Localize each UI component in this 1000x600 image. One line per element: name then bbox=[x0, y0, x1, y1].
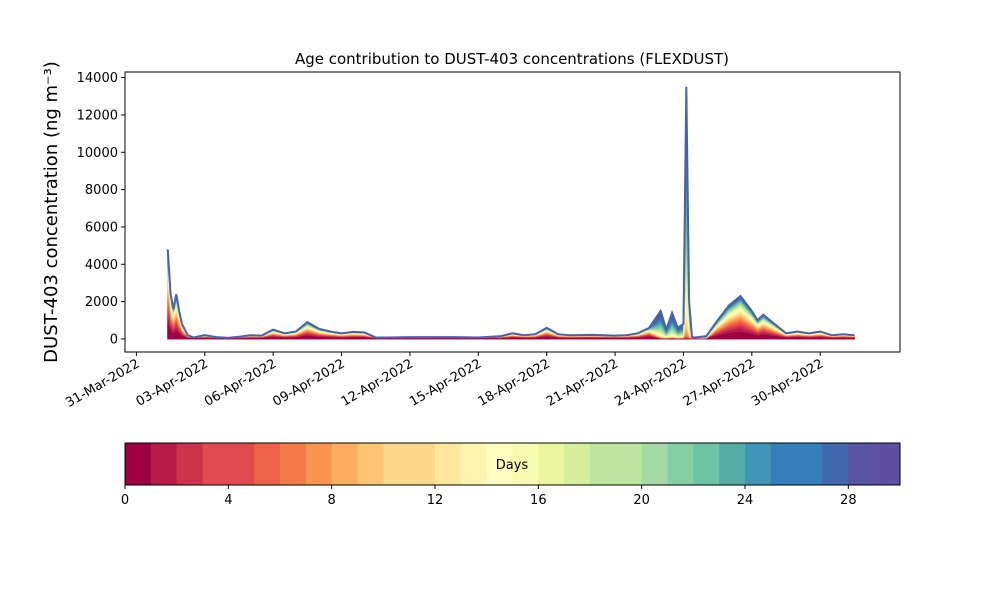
colorbar-tick-label-6: 24 bbox=[737, 493, 754, 508]
colorbar-cell-10 bbox=[383, 443, 410, 485]
colorbar-cell-24 bbox=[745, 443, 772, 485]
colorbar-cell-0 bbox=[125, 443, 152, 485]
colorbar-tick-label-4: 16 bbox=[530, 493, 547, 508]
colorbar-cell-22 bbox=[693, 443, 720, 485]
colorbar-cell-8 bbox=[331, 443, 358, 485]
colorbar-cell-27 bbox=[822, 443, 849, 485]
colorbar-cell-12 bbox=[435, 443, 462, 485]
colorbar-cell-1 bbox=[150, 443, 178, 485]
colorbar-tick-label-3: 12 bbox=[427, 493, 444, 508]
colorbar-cell-17 bbox=[564, 443, 591, 485]
colorbar-cell-25 bbox=[770, 443, 798, 485]
colorbar-cell-28 bbox=[848, 443, 875, 485]
y-tick-label-7: 14000 bbox=[77, 71, 118, 86]
colorbar-cell-16 bbox=[538, 443, 565, 485]
y-tick-label-4: 8000 bbox=[85, 183, 118, 198]
colorbar-tick-label-7: 28 bbox=[840, 493, 857, 508]
colorbar-cell-23 bbox=[719, 443, 746, 485]
colorbar: 0 4 8 12 16 20 24 28 bbox=[121, 442, 901, 508]
colorbar-cell-19 bbox=[615, 443, 643, 485]
colorbar-cell-15 bbox=[512, 443, 539, 485]
total-concentration-line bbox=[166, 86, 855, 339]
colorbar-cell-13 bbox=[460, 443, 488, 485]
colorbar-cell-7 bbox=[305, 443, 333, 485]
age-band-0 bbox=[167, 323, 855, 340]
colorbar-tick-label-0: 0 bbox=[121, 493, 129, 508]
colorbar-cell-29 bbox=[874, 443, 901, 485]
colorbar-cell-21 bbox=[667, 443, 694, 485]
colorbar-frame bbox=[124, 442, 901, 486]
colorbar-cell-9 bbox=[357, 443, 384, 485]
y-tick-label-5: 10000 bbox=[77, 146, 118, 161]
chart-title: Age contribution to DUST-403 concentrati… bbox=[295, 50, 729, 68]
colorbar-cell-20 bbox=[641, 443, 668, 485]
colorbar-cell-18 bbox=[590, 443, 617, 485]
colorbar-cell-26 bbox=[796, 443, 823, 485]
colorbar-tick-label-1: 4 bbox=[224, 493, 232, 508]
plot-area bbox=[166, 86, 855, 340]
colorbar-cell-5 bbox=[254, 443, 281, 485]
colorbar-label: Days bbox=[496, 458, 529, 473]
y-tick-label-1: 2000 bbox=[85, 295, 118, 310]
colorbar-cell-2 bbox=[176, 443, 203, 485]
plot-frame bbox=[124, 71, 901, 353]
colorbar-tick-label-2: 8 bbox=[328, 493, 336, 508]
colorbar-cell-11 bbox=[409, 443, 436, 485]
y-tick-label-3: 6000 bbox=[85, 220, 118, 235]
colorbar-cell-3 bbox=[202, 443, 229, 485]
colorbar-cell-4 bbox=[228, 443, 255, 485]
colorbar-cell-6 bbox=[280, 443, 307, 485]
colorbar-cell-14 bbox=[486, 443, 513, 485]
y-tick-label-0: 0 bbox=[110, 332, 118, 347]
y-axis: 0 2000 4000 6000 8000 10000 12000 14000 bbox=[77, 71, 125, 347]
colorbar-tick-label-5: 20 bbox=[633, 493, 650, 508]
y-tick-label-2: 4000 bbox=[85, 258, 118, 273]
y-axis-label: DUST-403 concentration (ng m⁻³) bbox=[41, 61, 62, 363]
y-tick-label-6: 12000 bbox=[77, 108, 118, 123]
